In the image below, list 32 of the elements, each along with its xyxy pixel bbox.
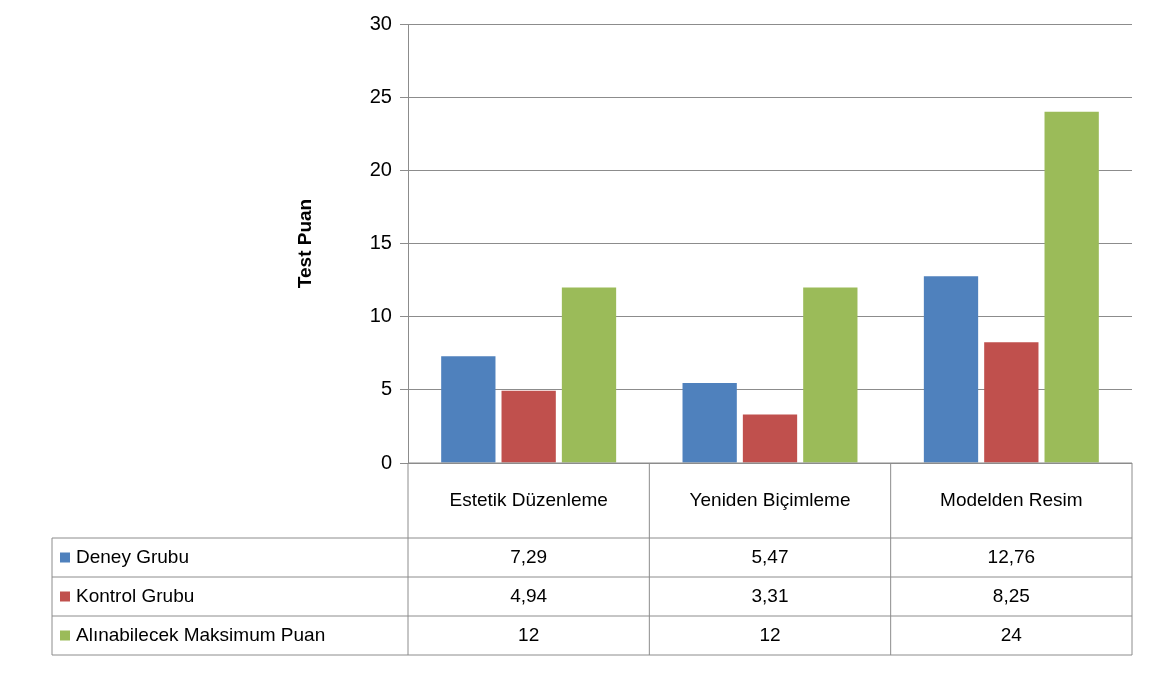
bar — [441, 356, 496, 463]
bar — [742, 414, 798, 463]
x-tick-label: Yeniden Biçimleme — [689, 488, 851, 510]
data-label: 12,76 — [987, 545, 1036, 567]
data-label: 3,31 — [751, 584, 789, 606]
y-tick-label: 15 — [369, 231, 392, 254]
y-tick-label: 30 — [369, 11, 392, 34]
data-label: 7,29 — [510, 545, 548, 567]
bar — [682, 382, 737, 463]
legend-label: Deney Grubu — [76, 545, 190, 567]
data-label: 8,25 — [992, 584, 1030, 606]
y-tick-label: 0 — [380, 450, 392, 473]
y-axis-title: Test Puan — [293, 198, 315, 289]
bar — [984, 342, 1039, 463]
y-tick-label: 10 — [369, 304, 392, 327]
bar — [561, 287, 617, 463]
bar — [501, 390, 556, 463]
y-tick-label: 25 — [369, 84, 392, 107]
x-tick-label: Modelden Resim — [940, 488, 1083, 510]
data-label: 24 — [1000, 623, 1023, 645]
data-label: 12 — [759, 623, 781, 645]
bar — [1044, 111, 1099, 463]
bar — [923, 276, 979, 463]
data-label: 12 — [518, 623, 540, 645]
y-tick-label: 20 — [369, 157, 392, 180]
legend-label: Alınabilecek Maksimum Puan — [76, 623, 326, 645]
x-tick-label: Estetik Düzenleme — [449, 488, 608, 510]
data-label: 4,94 — [510, 584, 548, 606]
legend-label: Kontrol Grubu — [76, 584, 195, 606]
y-tick-label: 5 — [380, 377, 392, 400]
bar — [803, 287, 858, 463]
data-label: 5,47 — [751, 545, 789, 567]
